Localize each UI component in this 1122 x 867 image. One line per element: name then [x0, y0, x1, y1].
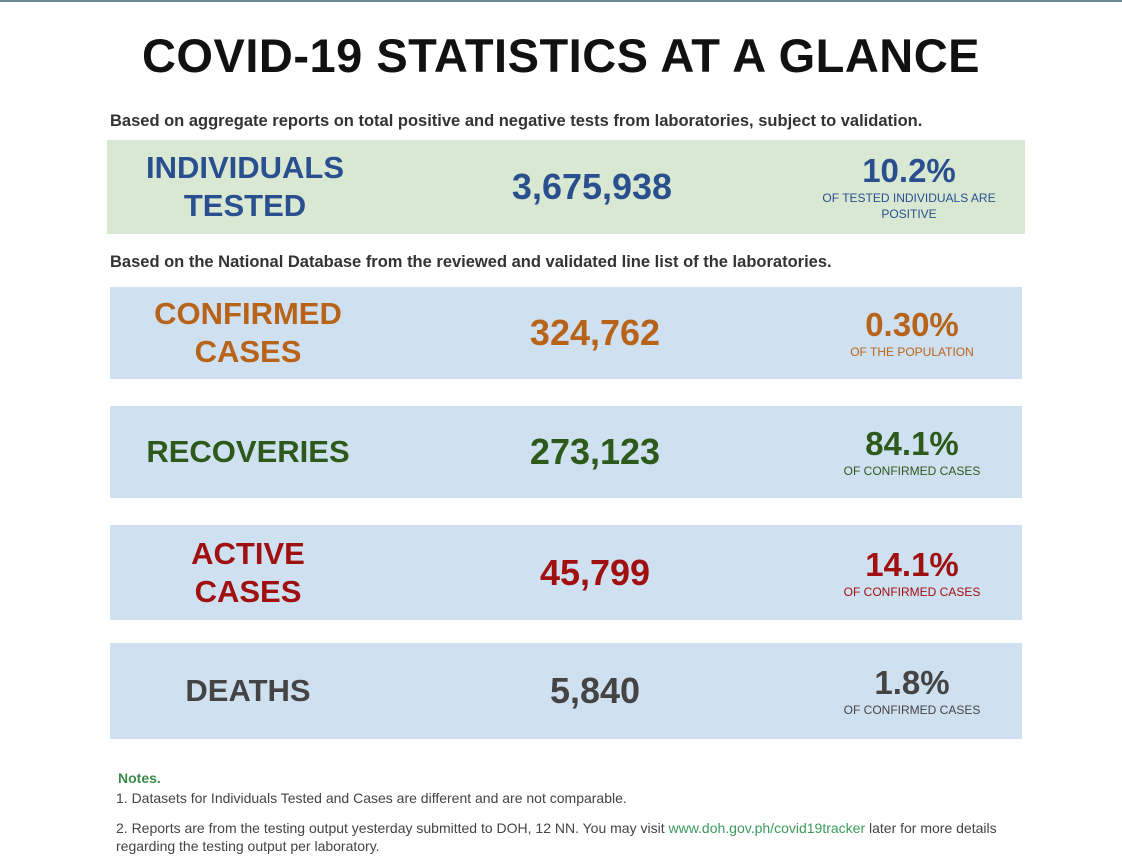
stat-label-line: TESTED [183, 188, 307, 223]
stat-percent-block: 1.8% OF CONFIRMED CASES [822, 643, 1002, 739]
stat-label-line: CASES [194, 334, 302, 369]
stat-percent-block: 10.2% OF TESTED INDIVIDUALS ARE POSITIVE [819, 140, 999, 234]
stat-label: DEATHS [110, 643, 386, 739]
stat-label-line: CASES [194, 573, 302, 609]
stat-percent-note: OF CONFIRMED CASES [843, 464, 981, 478]
stat-box: ACTIVE CASES 45,799 14.1% OF CONFIRMED CASES [110, 525, 1022, 620]
stat-percent: 1.8% [874, 664, 950, 701]
stat-value: 45,799 [539, 551, 651, 593]
stat-label-line: ACTIVE [191, 535, 305, 571]
stat-label: ACTIVE CASES [110, 525, 386, 620]
stat-label-line: INDIVIDUALS [145, 150, 345, 185]
stat-box: DEATHS 5,840 1.8% OF CONFIRMED CASES [110, 643, 1022, 739]
note-link[interactable]: www.doh.gov.ph/covid19tracker [668, 820, 866, 836]
stat-percent: 14.1% [865, 545, 959, 583]
stat-value: 5,840 [549, 670, 641, 711]
stat-label-line: CONFIRMED [154, 296, 342, 331]
note-text: 2. Reports are from the testing output y… [116, 820, 669, 836]
note-item: 1. Datasets for Individuals Tested and C… [116, 789, 1038, 807]
stat-percent-note: OF THE POPULATION [850, 345, 974, 359]
stat-label-line: DEATHS [185, 673, 311, 708]
stat-label: INDIVIDUALS TESTED [107, 140, 383, 234]
stat-box: CONFIRMED CASES 324,762 0.30% OF THE POPULAT… [110, 287, 1022, 379]
section-caption: Based on the National Database from the … [110, 253, 832, 271]
section-caption: Based on aggregate reports on total posi… [110, 112, 923, 130]
title: COVID-19 STATISTICS AT A GLANCE [141, 29, 981, 82]
stat-percent-block: 0.30% OF THE POPULATION [822, 287, 1002, 379]
stat-percent-note: OF CONFIRMED CASES [843, 584, 981, 599]
notes-heading: Notes. [118, 770, 161, 786]
stat-label: CONFIRMED CASES [110, 287, 386, 379]
note-text: 1. Datasets for Individuals Tested and C… [116, 790, 627, 806]
stat-value: 3,675,938 [511, 166, 673, 207]
stat-percent: 0.30% [865, 306, 959, 343]
stat-label-line: RECOVERIES [146, 434, 350, 469]
stat-label: RECOVERIES [110, 406, 386, 498]
stat-value: 273,123 [529, 431, 661, 472]
stat-percent: 84.1% [865, 425, 959, 462]
top-border [0, 0, 1122, 2]
stat-value: 324,762 [529, 312, 661, 353]
stat-percent-note: OF CONFIRMED CASES [843, 703, 981, 717]
notes: Notes. 1. Datasets for Individuals Teste… [116, 770, 1038, 867]
stat-percent-block: 14.1% OF CONFIRMED CASES [822, 525, 1002, 620]
stat-percent-block: 84.1% OF CONFIRMED CASES [822, 406, 1002, 498]
stat-percent-note: OF TESTED INDIVIDUALS ARE POSITIVE [822, 191, 996, 221]
stat-box: INDIVIDUALS TESTED 3,675,938 10.2% OF TESTED… [107, 140, 1025, 234]
stat-box: RECOVERIES 273,123 84.1% OF CONFIRMED CASES [110, 406, 1022, 498]
note-item: 2. Reports are from the testing output y… [116, 819, 1038, 855]
stat-percent: 10.2% [862, 152, 956, 189]
